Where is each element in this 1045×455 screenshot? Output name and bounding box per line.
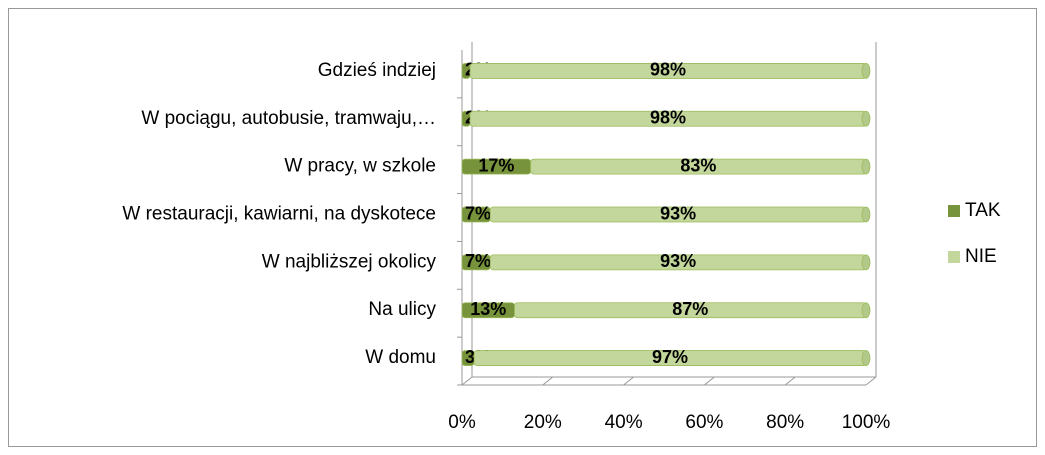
data-label: 17% bbox=[478, 155, 514, 175]
bar-cap bbox=[861, 110, 871, 127]
y-tick-label: W domu bbox=[365, 347, 436, 368]
y-tick-label: Gdzieś indziej bbox=[318, 60, 436, 81]
x-tick-label: 60% bbox=[685, 412, 723, 433]
chart-frame bbox=[8, 8, 1037, 447]
legend-swatch bbox=[948, 251, 960, 263]
bar-cap bbox=[861, 350, 871, 366]
data-label: 13% bbox=[470, 299, 506, 319]
bar-cap bbox=[861, 158, 871, 175]
x-tick bbox=[704, 376, 715, 386]
x-tick-label: 20% bbox=[524, 412, 562, 433]
legend-label: TAK bbox=[965, 200, 1001, 221]
bar-cap bbox=[861, 206, 871, 223]
data-label: 93% bbox=[660, 203, 696, 223]
x-tick-label: 40% bbox=[605, 412, 643, 433]
data-label: 98% bbox=[650, 60, 686, 80]
x-tick-label: 0% bbox=[448, 412, 476, 433]
data-label: 7% bbox=[465, 251, 491, 271]
x-tick bbox=[784, 376, 796, 386]
legend-swatch bbox=[948, 205, 960, 217]
bar-cap bbox=[861, 254, 871, 271]
x-tick-label: 80% bbox=[766, 412, 804, 433]
x-tick bbox=[542, 376, 554, 386]
data-label: 93% bbox=[660, 251, 696, 271]
x-tick bbox=[623, 376, 634, 386]
data-label: 83% bbox=[680, 155, 716, 175]
data-label: 87% bbox=[672, 299, 708, 319]
data-label: 98% bbox=[650, 108, 686, 128]
bar-cap bbox=[861, 63, 871, 79]
legend-label: NIE bbox=[965, 246, 997, 267]
x-tick-label: 100% bbox=[842, 412, 891, 433]
bar-cap bbox=[861, 302, 871, 319]
data-label: 97% bbox=[652, 347, 688, 367]
y-tick-label: W najbliższej okolicy bbox=[262, 251, 437, 272]
x-tick bbox=[865, 376, 877, 386]
data-label: 7% bbox=[465, 203, 491, 223]
y-tick-label: W pracy, w szkole bbox=[284, 156, 436, 177]
y-tick-label: W restauracji, kawiarni, na dyskotece bbox=[122, 204, 436, 225]
x-tick bbox=[461, 376, 473, 386]
y-tick-label: Na ulicy bbox=[368, 299, 436, 320]
y-tick-label: W pociągu, autobusie, tramwaju,… bbox=[141, 108, 436, 129]
